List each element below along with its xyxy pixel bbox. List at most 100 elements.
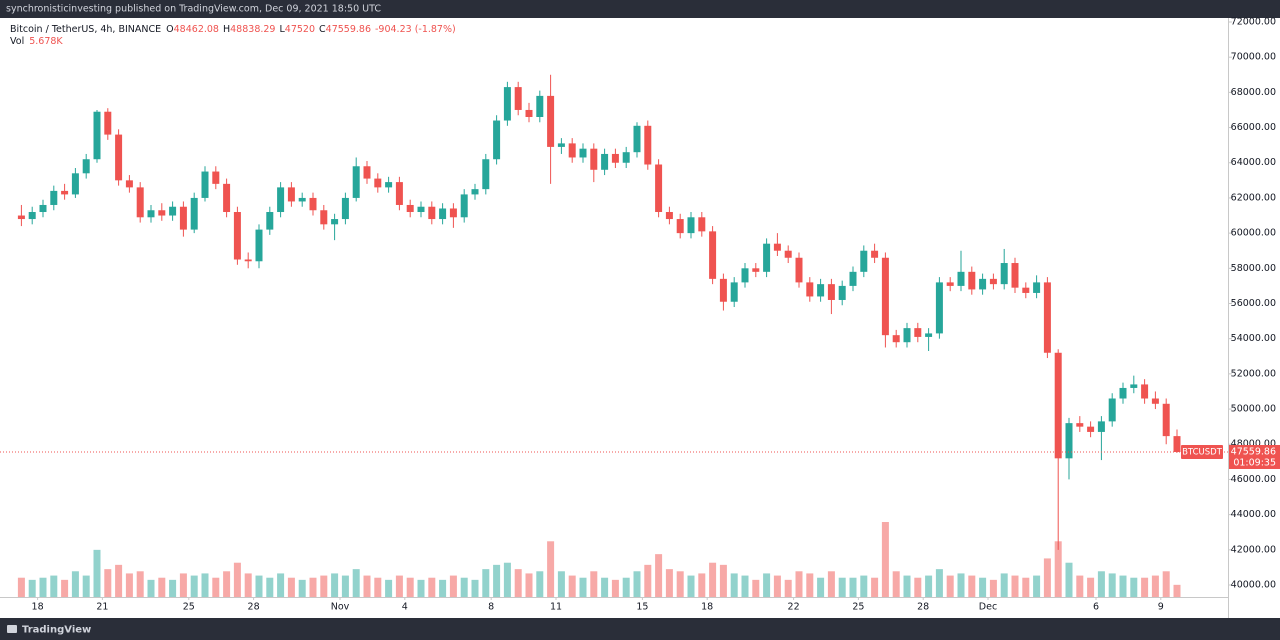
candle-body	[341, 197, 349, 220]
candle-body	[881, 257, 889, 336]
candle-body	[287, 187, 295, 202]
candle-body	[50, 190, 58, 205]
bottom-bar	[0, 618, 1280, 640]
candle-body	[676, 219, 684, 234]
volume-bar	[968, 575, 976, 597]
candle-body	[1033, 282, 1041, 293]
volume-bar	[212, 577, 220, 597]
series-title: Bitcoin / TetherUS, 4h, BINANCE	[10, 24, 161, 35]
volume-bar	[611, 579, 619, 597]
candle-body	[503, 87, 511, 121]
volume-bar	[633, 571, 641, 597]
candle-body	[395, 182, 403, 205]
candle-body	[795, 257, 803, 283]
vol-name: Vol	[10, 36, 24, 47]
candle-body	[935, 282, 943, 334]
volume-bar	[784, 579, 792, 597]
c-letter: C	[319, 24, 326, 35]
candle-body	[989, 278, 997, 285]
volume-bar	[892, 571, 900, 597]
volume-bar	[903, 575, 911, 597]
candle-body	[622, 152, 630, 163]
candle-body	[665, 212, 673, 220]
candle-body	[827, 284, 835, 300]
volume-bar	[1054, 541, 1062, 597]
legend: Bitcoin / TetherUS, 4h, BINANCE O48462.08…	[10, 24, 456, 35]
candle-body	[212, 171, 220, 184]
candle-body	[136, 187, 144, 218]
volume-bar	[104, 569, 112, 597]
volume-bar	[309, 577, 317, 597]
volume-bar	[763, 573, 771, 597]
candle-body	[93, 111, 101, 160]
volume-bar	[255, 575, 263, 597]
x-tick-label: 25	[852, 602, 864, 613]
candle-body	[1162, 403, 1170, 437]
candle-body	[568, 143, 576, 158]
x-tick-label: 9	[1158, 602, 1164, 613]
candle-body	[428, 206, 436, 220]
candle-body	[817, 284, 825, 297]
volume-bar	[935, 569, 943, 597]
x-tick-label: 25	[183, 602, 195, 613]
y-tick-label: 40000.00	[1231, 580, 1276, 591]
volume-bar	[223, 571, 231, 597]
volume-bar	[363, 575, 371, 597]
y-tick-label: 56000.00	[1231, 298, 1276, 309]
y-tick-label: 52000.00	[1231, 368, 1276, 379]
candle-body	[644, 125, 652, 165]
candle-body	[806, 282, 814, 297]
volume-bar	[925, 575, 933, 597]
candle-body	[914, 328, 922, 337]
volume-bar	[1011, 575, 1019, 597]
candle-body	[1087, 426, 1095, 432]
candle-body	[363, 166, 371, 179]
change: -904.23 (-1.87%)	[375, 24, 456, 35]
candle-body	[309, 197, 317, 211]
candle-body	[536, 95, 544, 118]
volume-bar	[979, 577, 987, 597]
candle-body	[1054, 352, 1062, 459]
y-tick-label: 46000.00	[1231, 474, 1276, 485]
volume-bar	[568, 575, 576, 597]
candle-body	[1151, 398, 1159, 404]
volume-bar	[557, 571, 565, 597]
candle-body	[611, 153, 619, 163]
candle-body	[1022, 287, 1030, 293]
candle-body	[514, 87, 522, 110]
volume-bar	[471, 579, 479, 597]
volume-bar	[482, 569, 490, 597]
volume-bar	[82, 575, 90, 597]
candle-body	[147, 210, 155, 218]
volume-bar	[644, 564, 652, 597]
volume-bar	[50, 575, 58, 597]
candle-body	[903, 328, 911, 343]
candle-body	[223, 183, 231, 213]
candle-body	[298, 197, 306, 202]
candle-body	[655, 164, 663, 213]
volume-bar	[957, 573, 965, 597]
candle-body	[374, 178, 382, 188]
volume-bar	[449, 575, 457, 597]
candle-body	[439, 208, 447, 220]
countdown: 01:09:35	[1233, 457, 1276, 468]
volume-bar	[547, 541, 555, 597]
volume-bar	[428, 577, 436, 597]
volume-bar	[871, 577, 879, 597]
candle-body	[169, 206, 177, 216]
candle-body	[979, 278, 987, 290]
volume-bar	[514, 569, 522, 597]
candles	[17, 74, 1181, 597]
candle-body	[449, 208, 457, 218]
o-value: 48462.08	[174, 24, 219, 35]
volume-bar	[277, 573, 285, 597]
volume-bar	[233, 562, 241, 597]
candle-body	[1097, 421, 1105, 432]
y-tick-label: 62000.00	[1231, 192, 1276, 203]
volume-bar	[71, 571, 79, 597]
candle-body	[244, 259, 252, 262]
candle-body	[1108, 398, 1116, 422]
x-tick-label: 28	[917, 602, 929, 613]
volume-bar	[1151, 575, 1159, 597]
